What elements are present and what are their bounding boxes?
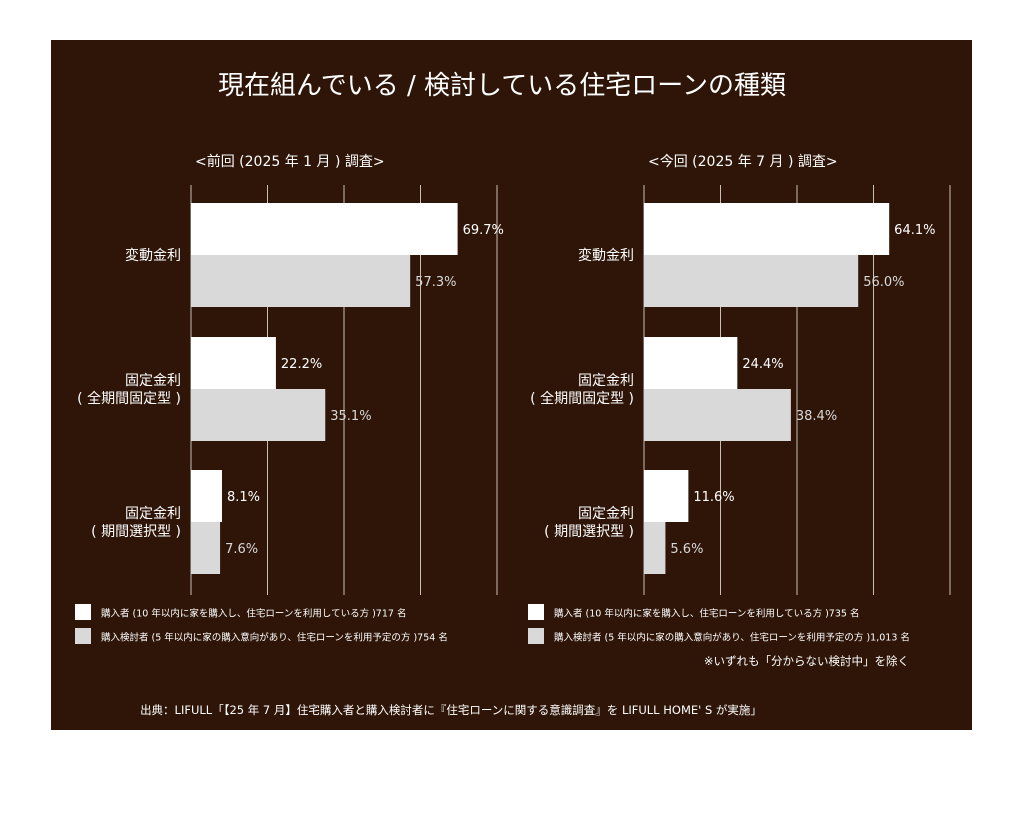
data-label: 22.2% bbox=[281, 357, 322, 372]
category-label: 固定金利 bbox=[125, 373, 181, 389]
footnote: ※いずれも「分からない検討中」を除く bbox=[704, 654, 909, 668]
chart-2: <今回 (2025 年 7 月 ) 調査> 64.1% 24.4% 11.6% 56.0… bbox=[528, 154, 951, 644]
bar-purchaser bbox=[644, 470, 689, 522]
source-credit: 出典：LIFULL「【25 年 7 月】住宅購入者と購入検討者に『住宅ローンに関… bbox=[140, 703, 762, 717]
category-label: ( 全期間固定型 ) bbox=[530, 390, 634, 407]
legend-label: 購入検討者 (5 年以内に家の購入意向があり、住宅ローンを利用予定の方 )1,0… bbox=[554, 632, 910, 644]
bar-purchaser bbox=[191, 337, 276, 389]
category-label: 固定金利 bbox=[578, 373, 634, 389]
bar-purchaser bbox=[644, 203, 890, 255]
legend-swatch bbox=[75, 604, 91, 620]
data-label: 7.6% bbox=[225, 542, 258, 557]
data-label: 57.3% bbox=[415, 275, 456, 290]
legend-swatch bbox=[528, 604, 544, 620]
data-label: 64.1% bbox=[894, 223, 935, 238]
data-label: 24.4% bbox=[742, 357, 783, 372]
bar-considerer bbox=[644, 255, 859, 307]
legend-label: 購入者 (10 年以内に家を購入し、住宅ローンを利用している方 )735 名 bbox=[554, 608, 859, 620]
category-label: ( 期間選択型 ) bbox=[91, 524, 181, 540]
category-label: ( 全期間固定型 ) bbox=[77, 390, 181, 407]
chart-canvas: 現在組んでいる / 検討している住宅ローンの種類 <前回 (2025 年 1 月… bbox=[75, 71, 951, 717]
category-label: 固定金利 bbox=[578, 506, 634, 522]
bar-purchaser bbox=[644, 337, 738, 389]
data-label: 56.0% bbox=[863, 275, 904, 290]
chart-1: <前回 (2025 年 1 月 ) 調査> 69.7% 22.2% 8.1% 57.3%… bbox=[75, 153, 504, 644]
legend-swatch bbox=[528, 628, 544, 644]
bar-considerer bbox=[191, 255, 411, 307]
bar-considerer bbox=[191, 522, 221, 574]
bar-purchaser bbox=[191, 470, 222, 522]
bar-considerer bbox=[191, 389, 326, 441]
category-label: ( 期間選択型 ) bbox=[544, 524, 634, 540]
legend-label: 購入検討者 (5 年以内に家の購入意向があり、住宅ローンを利用予定の方 )754… bbox=[101, 632, 448, 644]
data-label: 35.1% bbox=[330, 409, 371, 424]
bar-considerer bbox=[644, 389, 791, 441]
bar-considerer bbox=[644, 522, 666, 574]
chart-subtitle: <前回 (2025 年 1 月 ) 調査> bbox=[195, 153, 385, 170]
category-label: 固定金利 bbox=[125, 506, 181, 522]
category-label: 変動金利 bbox=[125, 247, 181, 264]
chart-panel: 現在組んでいる / 検討している住宅ローンの種類 <前回 (2025 年 1 月… bbox=[51, 40, 972, 730]
legend-label: 購入者 (10 年以内に家を購入し、住宅ローンを利用している方 )717 名 bbox=[101, 608, 406, 620]
data-label: 38.4% bbox=[796, 409, 837, 424]
data-label: 11.6% bbox=[693, 490, 734, 505]
bar-purchaser bbox=[191, 203, 458, 255]
category-label: 変動金利 bbox=[578, 247, 634, 264]
chart-subtitle: <今回 (2025 年 7 月 ) 調査> bbox=[648, 154, 838, 170]
legend-swatch bbox=[75, 628, 91, 644]
data-label: 69.7% bbox=[463, 223, 504, 238]
data-label: 5.6% bbox=[670, 542, 703, 557]
chart-title: 現在組んでいる / 検討している住宅ローンの種類 bbox=[218, 71, 786, 101]
data-label: 8.1% bbox=[227, 490, 260, 505]
